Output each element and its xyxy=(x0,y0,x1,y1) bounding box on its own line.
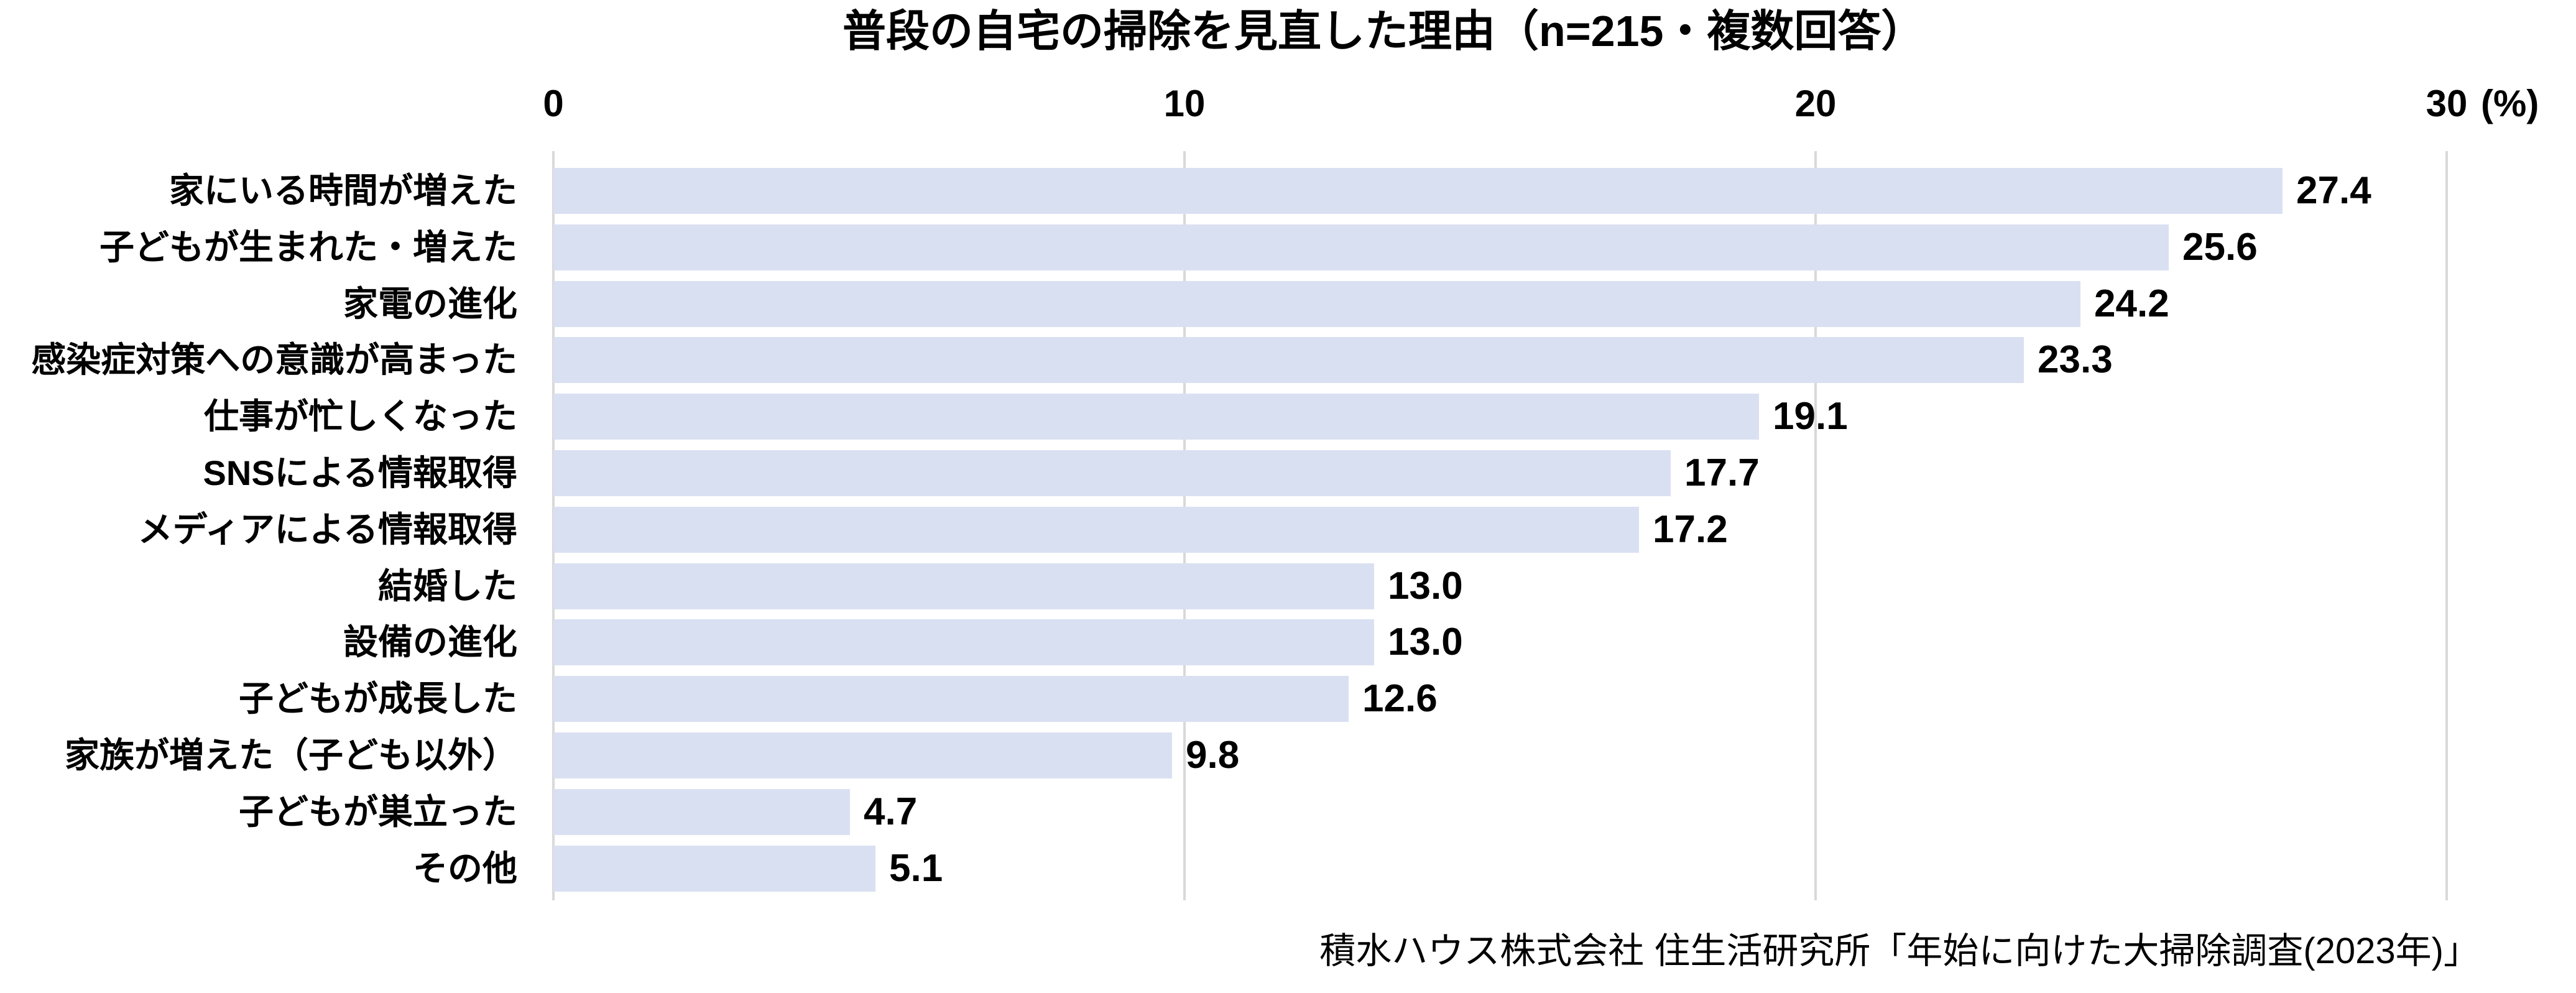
value-label: 23.3 xyxy=(2038,338,2113,381)
chart-bar xyxy=(553,789,850,835)
source-credit: 積水ハウス株式会社 住生活研究所「年始に向けた大掃除調査(2023年)」 xyxy=(1319,931,2480,971)
category-label: 家電の進化 xyxy=(343,284,517,323)
category-label: 設備の進化 xyxy=(343,622,517,662)
gridline xyxy=(2445,151,2448,900)
category-label: 子どもが巣立った xyxy=(239,792,517,831)
chart-bar xyxy=(553,224,2169,270)
chart-bar xyxy=(553,846,875,892)
value-label: 9.8 xyxy=(1186,734,1240,777)
chart-bar xyxy=(553,281,2080,327)
chart-bar xyxy=(553,676,1349,722)
x-axis-unit-label: (%) xyxy=(2481,83,2539,124)
value-label: 13.0 xyxy=(1388,621,1463,663)
category-label: 家にいる時間が増えた xyxy=(169,171,517,210)
chart-bar xyxy=(553,394,1759,440)
chart-bar xyxy=(553,619,1374,665)
chart-bar xyxy=(553,563,1374,609)
x-tick-label: 20 xyxy=(1794,83,1837,124)
category-label: 仕事が忙しくなった xyxy=(204,397,517,436)
chart-bar xyxy=(553,732,1172,778)
chart-bar xyxy=(553,337,2024,383)
x-tick-label: 0 xyxy=(543,83,564,124)
chart-title: 普段の自宅の掃除を見直した理由（n=215・複数回答） xyxy=(843,7,1925,55)
category-label: 子どもが生まれた・増えた xyxy=(99,228,517,267)
x-tick-label: 10 xyxy=(1163,83,1206,124)
category-label: 感染症対策への意識が高まった xyxy=(31,340,517,379)
value-label: 24.2 xyxy=(2094,282,2169,325)
chart-bar xyxy=(553,450,1671,496)
chart-bar xyxy=(553,168,2283,214)
value-label: 13.0 xyxy=(1388,565,1463,607)
value-label: 25.6 xyxy=(2182,226,2258,269)
value-label: 17.2 xyxy=(1653,508,1728,551)
category-label: 結婚した xyxy=(378,566,517,606)
chart-bar xyxy=(553,507,1639,553)
value-label: 5.1 xyxy=(889,847,943,890)
value-label: 4.7 xyxy=(864,790,918,833)
value-label: 12.6 xyxy=(1362,677,1438,720)
value-label: 19.1 xyxy=(1773,395,1848,438)
category-label: 家族が増えた（子ども以外） xyxy=(65,736,517,775)
x-tick-label: 30 xyxy=(2426,83,2468,124)
category-label: 子どもが成長した xyxy=(239,679,517,718)
category-label: SNSによる情報取得 xyxy=(203,453,517,492)
gridline xyxy=(1814,151,1817,900)
category-label: その他 xyxy=(413,849,517,888)
category-label: メディアによる情報取得 xyxy=(137,510,517,549)
value-label: 17.7 xyxy=(1684,451,1760,494)
value-label: 27.4 xyxy=(2296,169,2371,212)
